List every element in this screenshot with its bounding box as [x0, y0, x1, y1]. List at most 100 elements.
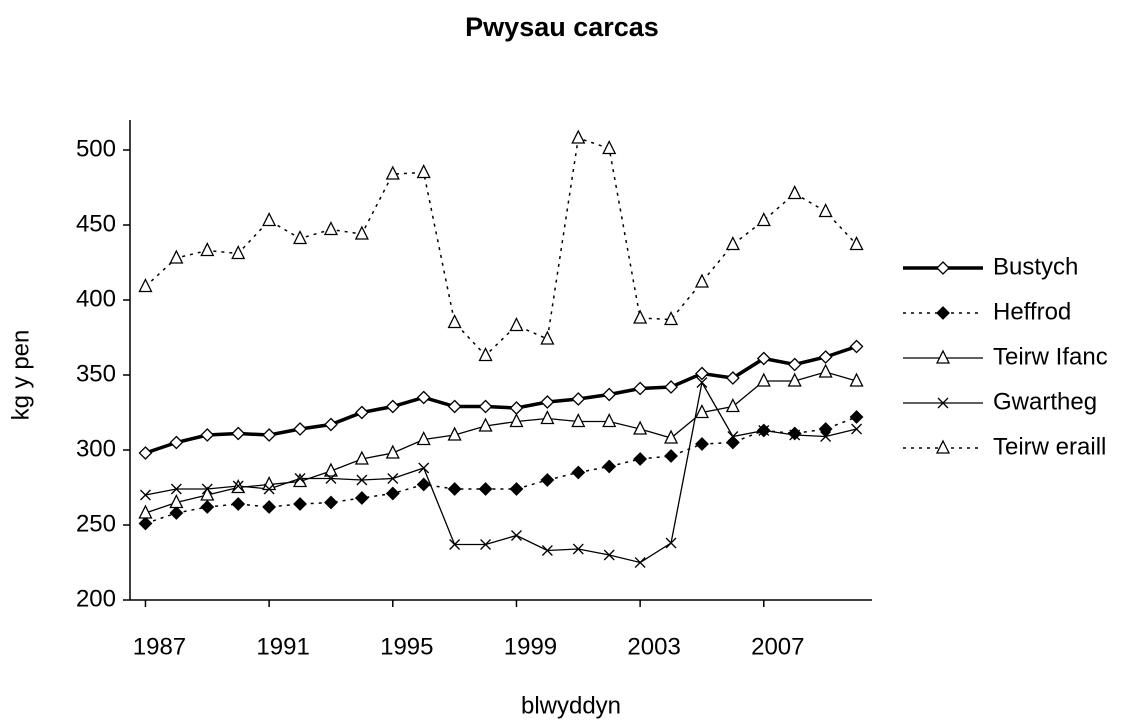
marker	[447, 399, 462, 414]
y-tick-label: 350	[76, 360, 116, 387]
marker	[696, 377, 708, 388]
series-line	[144, 137, 858, 357]
marker	[510, 530, 522, 541]
marker	[756, 351, 771, 366]
series-line	[145, 371, 857, 514]
marker	[602, 387, 617, 402]
marker	[447, 426, 462, 441]
legend-marker	[936, 261, 950, 275]
legend-item: Teirw eraill	[903, 433, 1106, 460]
legend-label: Teirw eraill	[993, 433, 1106, 460]
marker	[200, 428, 215, 442]
marker	[602, 140, 617, 155]
marker	[818, 203, 833, 218]
marker	[478, 482, 493, 496]
marker	[478, 417, 493, 432]
marker	[325, 473, 337, 484]
marker	[818, 422, 833, 436]
legend-label: Bustych	[993, 253, 1078, 280]
marker	[665, 537, 677, 549]
marker	[323, 462, 339, 477]
marker	[540, 410, 555, 425]
marker	[292, 230, 308, 245]
marker	[169, 506, 184, 520]
marker	[633, 452, 648, 466]
marker	[478, 347, 493, 362]
marker	[633, 381, 648, 396]
marker	[416, 477, 431, 492]
marker	[354, 405, 369, 420]
marker	[787, 357, 802, 372]
marker	[820, 431, 832, 442]
marker	[572, 543, 584, 555]
marker	[509, 401, 524, 415]
marker	[633, 309, 648, 324]
marker	[727, 431, 739, 442]
marker	[293, 422, 307, 436]
y-tick-label: 450	[76, 210, 116, 237]
marker	[509, 413, 524, 428]
y-axis-label: kg y pen	[7, 330, 34, 421]
legend-label: Teirw Ifanc	[993, 343, 1108, 370]
marker	[231, 245, 246, 260]
marker	[849, 236, 864, 251]
marker	[725, 435, 740, 450]
marker	[354, 491, 369, 505]
marker	[447, 314, 462, 329]
marker	[663, 311, 679, 326]
marker	[263, 483, 275, 495]
marker	[354, 450, 369, 465]
x-axis-label: blwyddyn	[521, 692, 621, 719]
marker	[571, 129, 586, 144]
legend-item: Teirw Ifanc	[903, 343, 1108, 370]
marker	[138, 278, 153, 293]
marker	[385, 486, 400, 501]
y-tick-label: 250	[76, 510, 116, 537]
marker	[324, 495, 338, 510]
marker	[509, 317, 524, 332]
marker	[758, 425, 770, 436]
marker	[416, 390, 431, 405]
marker	[725, 236, 740, 251]
marker	[385, 399, 400, 414]
marker	[849, 410, 864, 424]
marker	[756, 372, 771, 387]
marker	[509, 482, 524, 496]
marker	[756, 212, 771, 227]
marker	[416, 431, 431, 446]
marker	[231, 497, 246, 511]
marker	[292, 473, 308, 488]
legend-item: Heffrod	[903, 298, 1071, 325]
y-tick-label: 400	[76, 285, 116, 312]
y-tick-label: 500	[76, 135, 116, 162]
marker	[138, 504, 153, 519]
legend-item: Bustych	[903, 253, 1078, 280]
marker	[787, 372, 802, 387]
marker	[323, 221, 339, 236]
marker	[663, 429, 679, 444]
marker	[356, 474, 368, 486]
marker	[231, 426, 246, 441]
marker	[540, 473, 555, 487]
marker	[324, 417, 338, 432]
marker	[418, 462, 430, 474]
marker	[571, 465, 586, 480]
x-tick-label: 2007	[751, 633, 804, 660]
marker	[169, 435, 184, 450]
marker	[634, 557, 646, 568]
chart-title: Pwysau carcas	[465, 12, 659, 42]
x-tick-label: 1987	[133, 633, 186, 660]
marker	[385, 444, 400, 459]
legend-label: Heffrod	[993, 298, 1071, 325]
marker	[694, 404, 710, 419]
marker	[851, 423, 863, 435]
marker	[200, 242, 215, 257]
x-tick-label: 1999	[504, 633, 557, 660]
x-tick-label: 2003	[627, 633, 680, 660]
legend-marker	[935, 439, 951, 454]
marker	[849, 339, 864, 354]
marker	[603, 549, 615, 561]
series-line	[144, 344, 858, 455]
marker	[540, 330, 555, 345]
